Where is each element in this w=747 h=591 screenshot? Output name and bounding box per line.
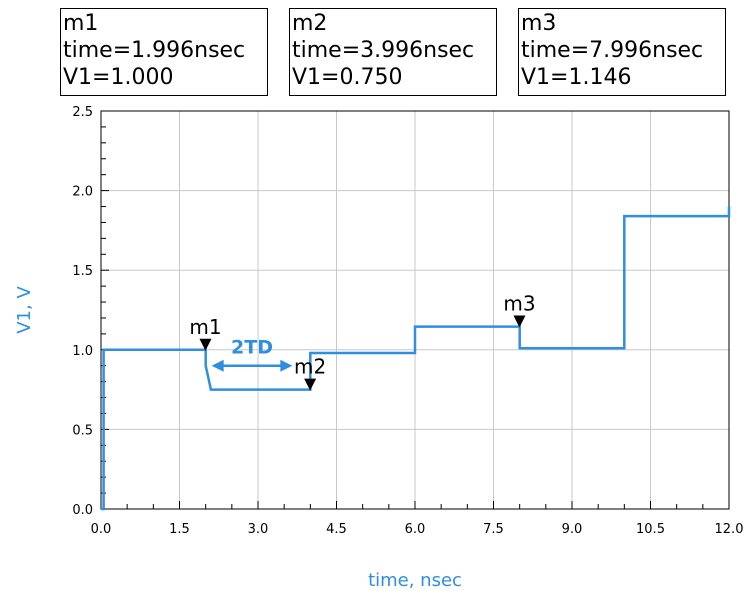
- x-tick-label: 7.5: [483, 522, 504, 537]
- arrow-head-right: [280, 359, 293, 372]
- marker-readout-line: m2: [292, 11, 328, 36]
- marker-readout-m3: m3 time=7.996nsec V1=1.146: [518, 8, 726, 96]
- x-tick-label: 0.0: [91, 522, 112, 537]
- x-tick-label: 10.5: [636, 522, 665, 537]
- grid: [100, 110, 730, 510]
- marker-readout-line: m3: [521, 11, 557, 36]
- marker-triangle-m1: [199, 338, 212, 351]
- marker-readout-line: time=3.996nsec: [292, 38, 475, 63]
- marker-label-m1: m1: [189, 315, 221, 339]
- x-tick-label: 9.0: [562, 522, 583, 537]
- arrow-head-left: [211, 359, 224, 372]
- y-tick-label: 1.5: [72, 264, 93, 279]
- marker-triangle-m3: [513, 315, 526, 328]
- x-axis-title: time, nsec: [368, 570, 462, 591]
- marker-readout-line: V1=1.146: [521, 65, 632, 90]
- y-tick-label: 2.5: [72, 105, 93, 120]
- x-tick-label: 4.5: [326, 522, 347, 537]
- v1-trace: [101, 206, 731, 511]
- x-tick-labels: 0.0 1.5 3.0 4.5 6.0 7.5 9.0 10.5 12.0: [91, 522, 744, 537]
- y-tick-label: 2.0: [72, 185, 93, 200]
- marker-readout-m1: m1 time=1.996nsec V1=1.000: [60, 8, 268, 96]
- y-tick-label: 0.0: [72, 503, 93, 518]
- y-axis-title: V1, V: [14, 286, 35, 334]
- y-tick-label: 1.0: [72, 344, 93, 359]
- marker-readout-line: V1=1.000: [63, 65, 174, 90]
- x-tick-label: 3.0: [248, 522, 269, 537]
- y-tick-label: 0.5: [72, 423, 93, 438]
- x-tick-label: 1.5: [169, 522, 190, 537]
- annotation-label: 2TD: [231, 337, 273, 359]
- marker-readout-line: time=1.996nsec: [63, 38, 246, 63]
- marker-triangle-m2: [304, 378, 317, 391]
- marker-readout-m2: m2 time=3.996nsec V1=0.750: [289, 8, 497, 96]
- annotation-2td: 2TD: [211, 337, 293, 372]
- y-tick-labels: 0.0 0.5 1.0 1.5 2.0 2.5: [72, 105, 93, 518]
- marker-label-m3: m3: [503, 292, 535, 316]
- marker-readout-line: time=7.996nsec: [521, 38, 704, 63]
- x-tick-label: 6.0: [405, 522, 426, 537]
- markers: m1 m2 m3: [189, 292, 536, 391]
- marker-label-m2: m2: [294, 355, 326, 379]
- x-tick-label: 12.0: [715, 522, 744, 537]
- marker-readout-line: m1: [63, 11, 99, 36]
- marker-readout-line: V1=0.750: [292, 65, 403, 90]
